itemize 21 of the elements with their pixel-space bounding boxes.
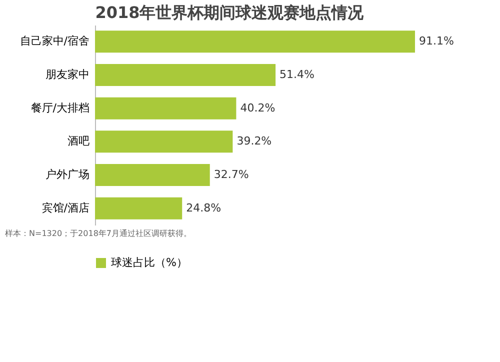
data-label: 24.8%	[186, 201, 222, 214]
bar	[95, 64, 276, 86]
bar	[95, 130, 233, 153]
y-tick-label: 户外广场	[46, 168, 90, 181]
data-label: 51.4%	[280, 68, 314, 81]
y-tick-label: 自己家中/宿舍	[20, 34, 90, 48]
bar	[95, 30, 415, 53]
data-label: 39.2%	[236, 134, 272, 148]
data-label: 40.2%	[240, 101, 276, 114]
data-label: 91.1%	[419, 34, 454, 48]
text: 样本：N=1320；于2018年7月通过社区调研获得。	[5, 229, 192, 238]
y-tick-label: 酒吧	[68, 134, 90, 148]
legend-label: 球迷占比（%）	[111, 256, 188, 269]
bar	[95, 97, 236, 120]
y-tick-label: 餐厅/大排档	[30, 101, 90, 114]
chart-title: 2018年世界杯期间球迷观赛地点情况	[95, 3, 365, 22]
bar	[95, 164, 210, 186]
bar	[95, 197, 182, 220]
y-tick-label: 宾馆/酒店	[42, 201, 90, 214]
data-label: 32.7%	[214, 168, 249, 181]
y-tick-label: 朋友家中	[46, 68, 90, 81]
